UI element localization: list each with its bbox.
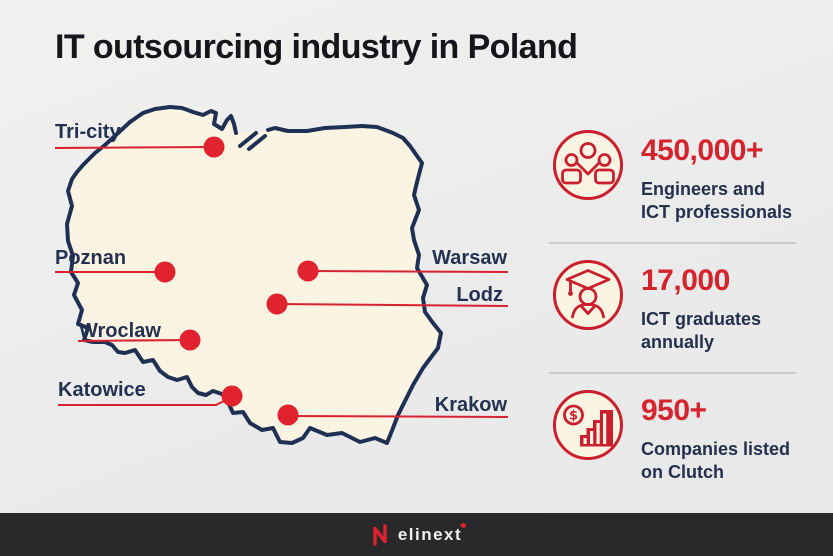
stat-engineers: 450,000+ Engineers and ICT professionals — [551, 128, 792, 224]
city-label-krakow: Krakow — [434, 394, 507, 416]
logo-accent-mark — [460, 521, 468, 529]
city-dot-katowice — [221, 385, 243, 407]
brand-name: elinext — [398, 521, 468, 545]
coastal-spit-mark — [238, 131, 267, 151]
money-growth-chart-icon: $ — [553, 390, 623, 460]
leader-line-wroclaw — [77, 339, 191, 342]
city-dot-poznan — [154, 261, 176, 283]
leader-line-krakow — [287, 415, 509, 418]
city-label-wroclaw: Wroclaw — [79, 320, 161, 342]
stat-label-graduates: ICT graduates annually — [641, 309, 762, 352]
people-group-icon — [553, 130, 623, 200]
elinext-logo-mark-icon — [373, 523, 387, 546]
stat-graduates: 17,000 ICT graduates annually — [551, 258, 761, 354]
city-label-poznan: Poznan — [55, 247, 127, 269]
city-dot-lodz — [266, 293, 288, 315]
stats-divider-2 — [549, 372, 796, 374]
city-label-tricity: Tri-city — [55, 121, 121, 143]
stat-label-companies: Companies listed on Clutch — [641, 439, 791, 482]
city-dot-wroclaw — [179, 329, 201, 351]
graduation-cap-icon — [553, 260, 623, 330]
leader-line-tricity — [54, 146, 215, 149]
city-label-lodz: Lodz — [456, 284, 503, 306]
stat-value-engineers: 450,000+ — [641, 134, 763, 167]
stat-label-engineers: Engineers and ICT professionals — [641, 179, 793, 222]
footer-bar: elinext — [0, 513, 833, 556]
stat-companies: $ 950+ Companies listed on Clutch — [551, 388, 790, 484]
stat-value-graduates: 17,000 — [641, 264, 730, 297]
city-dot-tricity — [203, 136, 225, 158]
page-title: IT outsourcing industry in Poland — [55, 28, 578, 66]
leader-line-warsaw — [307, 270, 509, 273]
stats-divider-1 — [549, 242, 796, 244]
leader-line-lodz — [276, 303, 509, 307]
poland-border-outline — [65, 105, 443, 445]
stat-value-companies: 950+ — [641, 394, 707, 427]
city-label-warsaw: Warsaw — [432, 247, 507, 269]
city-label-katowice: Katowice — [58, 379, 146, 401]
city-dot-warsaw — [297, 260, 319, 282]
svg-text:$: $ — [569, 409, 578, 424]
city-dot-krakow — [277, 404, 299, 426]
brand-logo: elinext — [371, 521, 468, 547]
poland-landmass — [67, 107, 441, 443]
